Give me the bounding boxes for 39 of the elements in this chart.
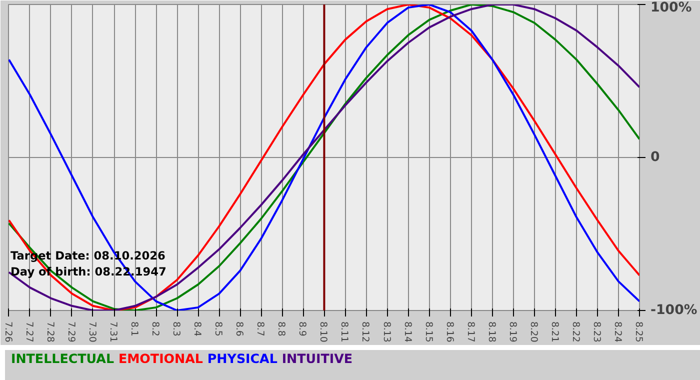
x-tick-label: 8.7 <box>254 322 266 336</box>
y-tick-label: 0 <box>650 150 660 165</box>
x-tick-label: 8.9 <box>296 322 308 336</box>
x-tick-label: 8.6 <box>234 322 245 336</box>
text: INTELLECTUAL <box>11 351 114 366</box>
x-tick-label: 8.16 <box>444 322 455 342</box>
x-tick-label: 8.24 <box>612 322 623 342</box>
x-tick-label: 8.15 <box>422 322 434 342</box>
x-tick-label: 7.28 <box>44 322 56 342</box>
x-tick-label: 8.17 <box>464 322 476 342</box>
x-tick-label: 8.8 <box>276 322 287 336</box>
x-tick-label: 8.25 <box>633 322 644 342</box>
x-tick-label: 8.22 <box>570 322 581 342</box>
y-tick-label: 100% <box>650 0 692 16</box>
x-tick-label: 8.12 <box>360 322 371 342</box>
x-tick-label: 8.3 <box>170 322 182 336</box>
x-tick-label: 8.21 <box>548 322 560 342</box>
x-tick-label: 8.19 <box>506 322 518 342</box>
x-tick-label: 8.1 <box>128 322 140 336</box>
x-tick-label: 8.4 <box>192 322 203 336</box>
text: INTUITIVE <box>282 351 353 366</box>
x-tick-label: 8.20 <box>528 322 539 342</box>
text: PHYSICAL <box>207 351 278 366</box>
y-tick-label: -100% <box>650 303 698 318</box>
x-tick-label: 8.18 <box>486 322 497 342</box>
x-tick-label: 7.31 <box>108 322 119 342</box>
text: EMOTIONAL <box>118 351 203 366</box>
x-tick-label: 8.11 <box>338 322 350 342</box>
x-tick-label: 8.13 <box>380 322 392 342</box>
x-tick-label: 8.14 <box>402 322 413 342</box>
x-tick-label: 7.30 <box>86 322 98 342</box>
x-tick-label: 7.29 <box>65 322 76 342</box>
x-tick-label: 8.2 <box>150 322 161 336</box>
x-tick-label: 8.5 <box>212 322 224 336</box>
x-tick-label: 8.10 <box>318 322 329 342</box>
line-series <box>8 4 640 310</box>
x-tick-label: 7.26 <box>2 322 14 342</box>
x-tick-label: 7.27 <box>23 322 34 342</box>
x-tick-label: 8.23 <box>590 322 602 342</box>
